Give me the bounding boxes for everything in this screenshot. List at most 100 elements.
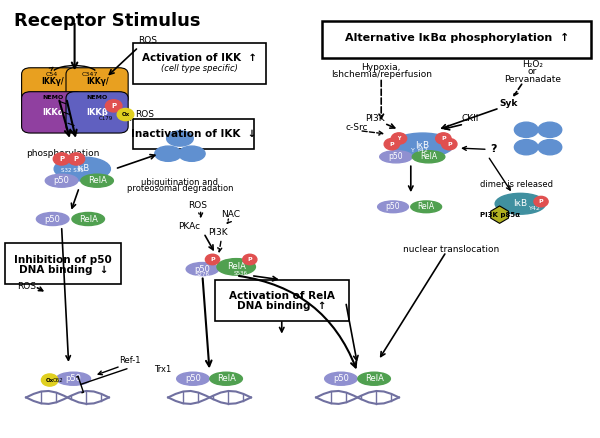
Text: p50: p50 — [389, 152, 403, 161]
Text: RelA: RelA — [88, 176, 107, 185]
Text: Trx1: Trx1 — [154, 365, 171, 374]
Ellipse shape — [358, 372, 391, 385]
Text: p50: p50 — [333, 374, 349, 383]
Text: Activation of RelA: Activation of RelA — [229, 291, 335, 301]
Text: PI3K p85α: PI3K p85α — [479, 212, 520, 218]
Text: p50: p50 — [45, 215, 61, 223]
Text: IκB: IκB — [416, 141, 430, 149]
Text: DNA binding  ↑: DNA binding ↑ — [237, 301, 326, 311]
Polygon shape — [491, 206, 508, 223]
Text: CKII: CKII — [461, 114, 479, 124]
Ellipse shape — [411, 201, 442, 213]
Text: RelA: RelA — [420, 152, 437, 161]
Text: nuclear translocation: nuclear translocation — [403, 245, 500, 254]
Text: Alternative IκBα phosphorylation  ↑: Alternative IκBα phosphorylation ↑ — [345, 32, 569, 42]
Ellipse shape — [495, 193, 545, 214]
Text: IκB: IκB — [76, 164, 89, 173]
Text: RelA: RelA — [79, 215, 98, 223]
Circle shape — [68, 153, 85, 165]
Ellipse shape — [380, 151, 412, 163]
Ellipse shape — [514, 140, 538, 155]
Text: c-Src: c-Src — [346, 123, 368, 132]
Text: Y42: Y42 — [417, 148, 428, 153]
Text: Y42: Y42 — [529, 206, 541, 212]
Text: Ox: Ox — [46, 378, 54, 382]
Circle shape — [534, 196, 548, 207]
Ellipse shape — [176, 372, 209, 385]
Text: Syk: Syk — [499, 99, 518, 108]
FancyBboxPatch shape — [133, 43, 266, 84]
Ellipse shape — [412, 151, 445, 163]
Text: NEMO: NEMO — [42, 95, 64, 99]
Text: C179: C179 — [99, 117, 113, 121]
Ellipse shape — [514, 122, 538, 138]
Circle shape — [106, 100, 122, 112]
Text: p50: p50 — [53, 176, 70, 185]
Text: RelA: RelA — [227, 262, 245, 272]
Text: Ref-1: Ref-1 — [119, 356, 140, 365]
FancyBboxPatch shape — [22, 68, 84, 105]
Ellipse shape — [167, 131, 193, 146]
Text: phosphorylation: phosphorylation — [26, 149, 100, 158]
Ellipse shape — [37, 212, 69, 226]
Circle shape — [242, 254, 257, 265]
FancyBboxPatch shape — [66, 68, 128, 105]
Ellipse shape — [45, 174, 78, 187]
Text: Ox: Ox — [121, 112, 130, 117]
Text: (cell type specific): (cell type specific) — [161, 64, 238, 73]
Text: P: P — [447, 141, 452, 147]
Circle shape — [205, 254, 220, 265]
Text: Ishchemia/reperfusion: Ishchemia/reperfusion — [331, 70, 432, 79]
FancyBboxPatch shape — [22, 92, 84, 133]
Text: P: P — [247, 257, 252, 262]
Text: p50: p50 — [194, 265, 211, 274]
Text: ROS: ROS — [188, 201, 207, 210]
Ellipse shape — [155, 146, 181, 161]
Ellipse shape — [72, 212, 104, 226]
Circle shape — [41, 374, 58, 386]
FancyBboxPatch shape — [133, 119, 254, 149]
Text: P: P — [59, 156, 64, 162]
Text: or: or — [527, 67, 537, 76]
Circle shape — [53, 153, 70, 165]
Text: Pervanadate: Pervanadate — [503, 75, 560, 84]
Text: P: P — [74, 156, 79, 162]
Ellipse shape — [56, 372, 91, 385]
Circle shape — [391, 133, 407, 144]
Text: P: P — [539, 199, 544, 204]
Text: RelA: RelA — [217, 374, 236, 383]
Text: C54: C54 — [46, 72, 58, 77]
Text: Receptor Stimulus: Receptor Stimulus — [14, 12, 201, 30]
FancyBboxPatch shape — [66, 92, 128, 133]
Text: DNA binding  ↓: DNA binding ↓ — [19, 265, 108, 276]
Text: ubiquitination and: ubiquitination and — [142, 177, 218, 187]
Text: RelA: RelA — [365, 374, 383, 383]
FancyBboxPatch shape — [5, 243, 121, 284]
FancyBboxPatch shape — [215, 280, 349, 321]
Text: IKKγ/: IKKγ/ — [86, 78, 109, 86]
Text: proteosomal degradation: proteosomal degradation — [127, 184, 233, 193]
Ellipse shape — [392, 133, 454, 157]
Text: dimer is released: dimer is released — [480, 180, 553, 189]
Text: P: P — [441, 136, 446, 141]
Text: H₂O₂: H₂O₂ — [521, 60, 542, 69]
Text: NEMO: NEMO — [86, 95, 108, 99]
Ellipse shape — [217, 258, 256, 275]
Text: PI3K: PI3K — [209, 229, 228, 237]
FancyBboxPatch shape — [322, 21, 592, 58]
Text: P: P — [389, 141, 394, 147]
Ellipse shape — [210, 372, 242, 385]
Ellipse shape — [178, 146, 205, 161]
Text: IKKα: IKKα — [42, 108, 64, 117]
Ellipse shape — [377, 201, 409, 213]
Text: ROS: ROS — [17, 282, 36, 291]
Text: Hypoxia,: Hypoxia, — [362, 63, 401, 72]
Ellipse shape — [538, 140, 562, 155]
Text: Y: Y — [397, 136, 401, 141]
Text: C347: C347 — [82, 72, 98, 77]
Text: p50: p50 — [65, 374, 82, 383]
Text: P: P — [111, 103, 116, 109]
Text: P: P — [210, 257, 215, 262]
Text: C62: C62 — [53, 378, 64, 382]
Text: p50: p50 — [185, 374, 201, 383]
